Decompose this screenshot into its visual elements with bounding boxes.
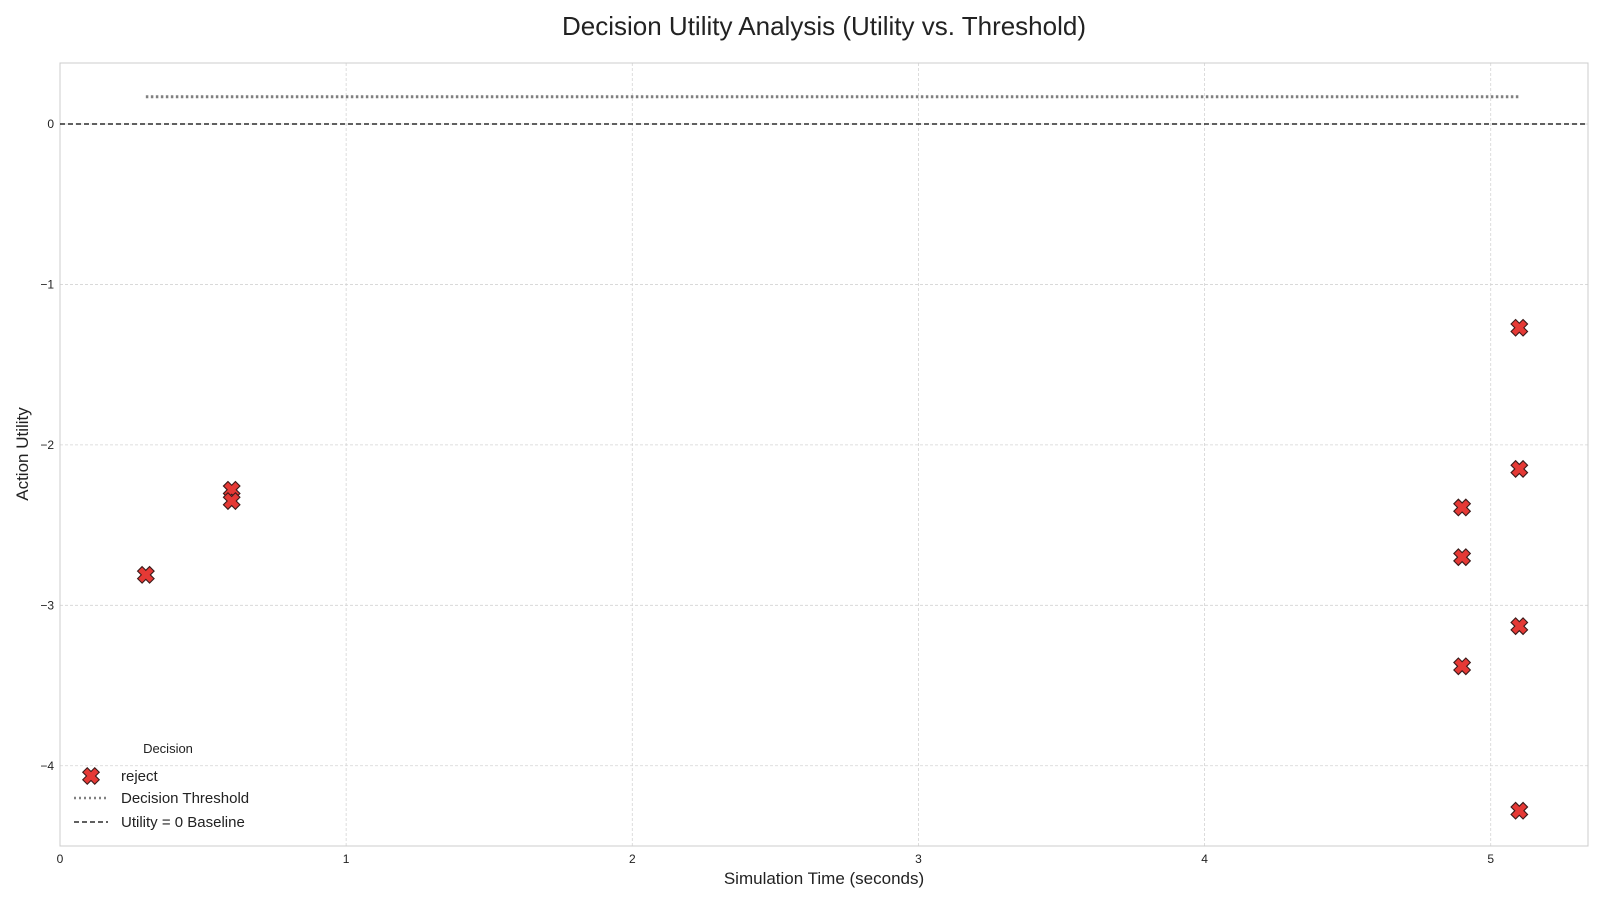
x-tick-label: 3 (915, 852, 922, 866)
plot-area-frame (59, 62, 1589, 847)
data-point-reject (136, 565, 155, 584)
data-point-reject (222, 491, 241, 511)
y-axis-label: Action Utility (13, 407, 32, 501)
y-tick-label: −4 (40, 759, 54, 773)
data-point-reject (1510, 617, 1529, 636)
x-marker-icon (81, 766, 101, 786)
x-tick-label: 4 (1201, 852, 1208, 866)
y-tick-label: −2 (40, 438, 54, 452)
data-point-reject (1510, 459, 1529, 478)
x-tick-label: 0 (57, 852, 64, 866)
data-point-reject (1453, 548, 1472, 567)
legend-marker-reject (81, 766, 101, 786)
y-tick-label: −3 (40, 598, 54, 612)
x-tick-label: 5 (1487, 852, 1494, 866)
legend-item-reject: reject (81, 766, 159, 786)
data-point-reject (1510, 318, 1529, 337)
x-tick-label: 1 (343, 852, 350, 866)
legend-label-threshold: Decision Threshold (121, 790, 249, 807)
data-point-reject (1510, 801, 1529, 820)
y-tick-label: 0 (47, 117, 54, 131)
x-axis-label: Simulation Time (seconds) (724, 869, 924, 888)
legend-item-threshold: Decision Threshold (74, 790, 249, 807)
legend: Decision reject Decision Threshold Utili… (74, 741, 249, 831)
data-point-reject (1453, 657, 1472, 676)
data-point-reject (1453, 498, 1472, 517)
legend-label-baseline: Utility = 0 Baseline (121, 814, 245, 831)
chart-title: Decision Utility Analysis (Utility vs. T… (562, 11, 1086, 41)
legend-item-baseline: Utility = 0 Baseline (74, 814, 245, 831)
y-tick-label: −1 (40, 277, 54, 291)
x-tick-label: 2 (629, 852, 636, 866)
legend-title: Decision (143, 741, 193, 756)
legend-label-reject: reject (121, 768, 159, 785)
